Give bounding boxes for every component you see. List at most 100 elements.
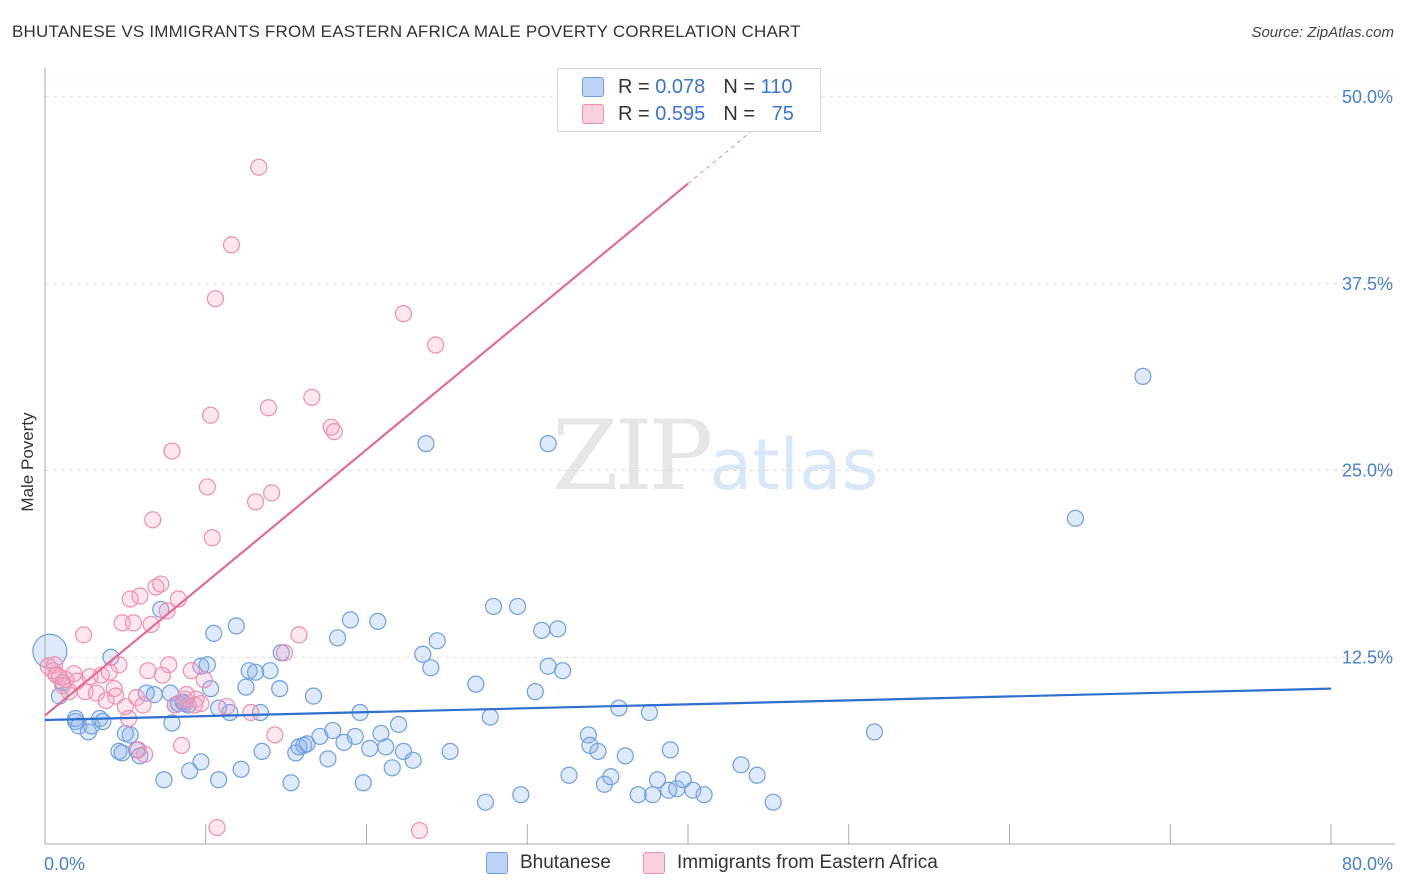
point-eastern-africa	[325, 423, 343, 441]
point-eastern-africa	[259, 399, 278, 417]
point-bhutanese	[155, 771, 173, 789]
x-tick-label: 0.0%	[44, 854, 85, 874]
point-eastern-africa	[290, 626, 308, 644]
point-eastern-africa	[218, 697, 236, 716]
legend-n-label: N =	[723, 102, 755, 125]
point-bhutanese	[319, 750, 337, 768]
legend-n-value: 75	[771, 102, 794, 125]
point-bhutanese	[246, 663, 265, 681]
y-tick-label: 50.0%	[1342, 87, 1393, 107]
point-eastern-africa	[124, 614, 143, 632]
point-eastern-africa	[208, 818, 226, 837]
point-eastern-africa	[250, 158, 268, 176]
bottom-legend-label: Bhutanese	[520, 852, 611, 873]
point-bhutanese	[113, 744, 131, 762]
point-eastern-africa	[182, 662, 200, 680]
y-tick-label: 12.5%	[1342, 647, 1393, 667]
point-eastern-africa	[136, 745, 154, 763]
axes	[44, 68, 1395, 845]
point-eastern-africa	[142, 615, 160, 633]
point-bhutanese	[240, 662, 258, 680]
legend-n-label: N =	[723, 75, 755, 98]
point-eastern-africa	[173, 736, 191, 754]
point-bhutanese	[526, 683, 544, 701]
point-bhutanese	[533, 621, 551, 639]
point-bhutanese	[354, 774, 372, 792]
legend-swatch-blue	[582, 77, 604, 97]
point-eastern-africa	[131, 587, 149, 605]
point-eastern-africa	[303, 388, 321, 406]
point-bhutanese	[232, 760, 250, 778]
point-bhutanese	[237, 678, 255, 696]
point-eastern-africa	[121, 590, 139, 608]
legend-r-label: R =	[618, 75, 650, 98]
point-bhutanese	[629, 786, 647, 804]
point-bhutanese	[251, 703, 270, 722]
point-bhutanese	[648, 771, 667, 789]
chart-title: BHUTANESE VS IMMIGRANTS FROM EASTERN AFR…	[12, 22, 801, 41]
point-bhutanese	[616, 747, 634, 765]
point-bhutanese	[201, 680, 220, 698]
point-bhutanese	[404, 751, 422, 769]
legend-row-eastern-africa: R = 0.595 N = 75	[582, 102, 794, 126]
point-bhutanese	[417, 435, 435, 453]
zipatlas-watermark: ZIPatlas	[552, 400, 878, 512]
point-bhutanese	[210, 771, 228, 789]
point-eastern-africa	[201, 406, 220, 424]
point-bhutanese	[328, 629, 347, 647]
point-eastern-africa	[74, 626, 93, 644]
point-bhutanese	[253, 742, 271, 760]
point-eastern-africa	[410, 821, 429, 840]
point-eastern-africa	[144, 511, 162, 529]
point-bhutanese	[361, 739, 379, 757]
point-eastern-africa	[427, 336, 445, 354]
point-bhutanese	[441, 742, 459, 760]
legend-n-value: 110	[760, 75, 793, 98]
point-bhutanese	[428, 632, 446, 650]
point-bhutanese	[549, 620, 567, 638]
point-bhutanese	[346, 727, 364, 746]
point-eastern-africa	[147, 578, 165, 596]
bottom-legend-swatch-pink	[643, 852, 665, 874]
point-eastern-africa	[206, 290, 224, 308]
point-bhutanese	[227, 617, 245, 635]
point-bhutanese	[695, 786, 713, 804]
point-eastern-africa	[110, 656, 128, 674]
point-eastern-africa	[266, 726, 284, 744]
grid-lines	[45, 79, 1395, 658]
point-eastern-africa	[97, 691, 115, 710]
point-bhutanese	[661, 741, 679, 759]
point-eastern-africa	[185, 696, 204, 714]
point-bhutanese	[152, 600, 170, 619]
legend-r-value: 0.078	[655, 75, 706, 98]
point-bhutanese	[539, 657, 557, 675]
axis-labels: 12.5% 25.0% 37.5% 50.0% 0.0% 80.0% Male Povert…	[18, 87, 1393, 874]
bottom-legend-swatch-blue	[486, 852, 508, 874]
point-bhutanese	[481, 708, 499, 726]
x-tick-label: 80.0%	[1342, 854, 1393, 874]
point-bhutanese	[865, 723, 884, 741]
point-bhutanese	[512, 786, 530, 804]
point-eastern-africa	[192, 694, 210, 713]
point-eastern-africa	[198, 478, 216, 496]
point-bhutanese	[560, 766, 578, 784]
point-bhutanese	[192, 657, 210, 675]
point-eastern-africa	[394, 305, 413, 323]
source-credit: Source: ZipAtlas.com	[1251, 24, 1394, 41]
point-eastern-africa	[139, 662, 157, 680]
point-bhutanese	[390, 715, 408, 734]
legend-row-bhutanese: R = 0.078 N = 110	[582, 75, 792, 99]
legend-r-value: 0.595	[655, 102, 706, 125]
point-bhutanese	[1066, 509, 1085, 527]
series-bhutanese	[32, 367, 1152, 811]
point-bhutanese	[121, 726, 139, 744]
point-bhutanese	[684, 781, 702, 799]
y-tick-label: 25.0%	[1342, 461, 1393, 481]
point-bhutanese	[764, 793, 782, 811]
point-bhutanese	[539, 435, 557, 453]
point-eastern-africa	[263, 484, 281, 502]
point-bhutanese	[377, 738, 395, 756]
point-bhutanese	[94, 712, 112, 731]
point-bhutanese	[422, 659, 440, 677]
bottom-legend-label: Immigrants from Eastern Africa	[677, 852, 938, 873]
